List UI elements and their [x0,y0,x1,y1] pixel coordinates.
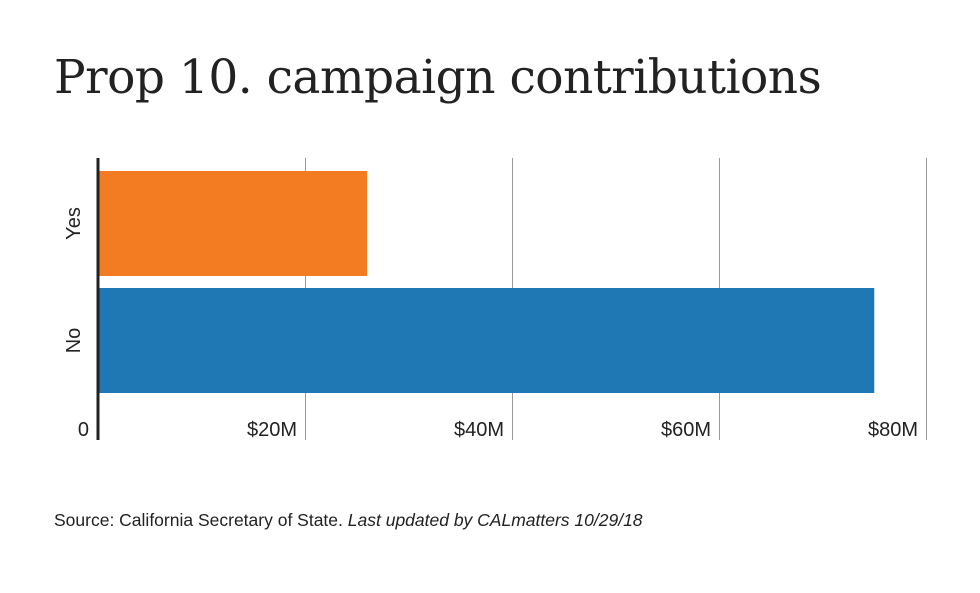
source-note: Source: California Secretary of State. L… [54,510,643,531]
source-text: Source: California Secretary of State. [54,510,343,530]
category-label-yes: Yes [63,207,85,240]
chart-title: Prop 10. campaign contributions [54,50,822,105]
x-tick-label-2: $40M [454,419,504,441]
x-tick-label-1: $20M [247,419,297,441]
category-label-no: No [63,328,85,354]
x-tick-label-4: $80M [868,419,918,441]
bar-no [98,288,875,393]
x-tick-label-0: 0 [78,419,89,441]
last-updated-text: Last updated by CALmatters 10/29/18 [347,510,643,530]
bar-yes [98,171,368,276]
x-tick-label-3: $60M [661,419,711,441]
